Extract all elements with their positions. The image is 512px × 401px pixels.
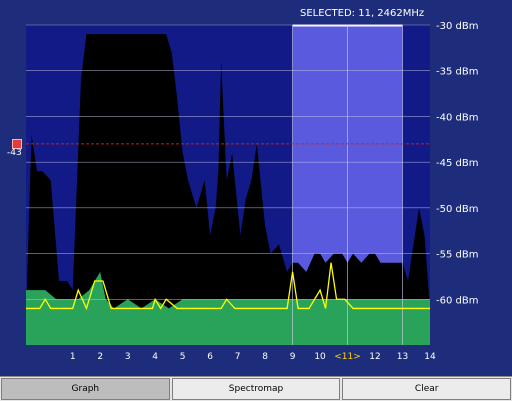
tab-graph[interactable]: Graph [1,378,170,400]
y-tick-label: -45 dBm [436,158,478,169]
view-tabs: Graph Spectromap Clear [0,376,512,401]
x-tick-label: 3 [125,352,131,362]
selected-channel-readout: SELECTED: 11, 2462MHz [300,8,425,19]
y-tick-label: -50 dBm [436,204,478,215]
x-tick-label: 9 [290,352,296,362]
x-tick-label: 5 [180,352,186,362]
y-tick-label: -35 dBm [436,67,478,78]
x-tick-label: 10 [314,352,326,362]
y-tick-label: -60 dBm [436,295,478,306]
series-peak [26,34,430,346]
x-tick-label: 14 [424,352,436,362]
x-tick-label: 6 [207,352,213,362]
x-tick-label: <11> [334,352,361,362]
threshold-label: -43 [7,148,22,158]
spectrum-chart[interactable]: -30 dBm -35 dBm -40 dBm -45 dBm -50 dBm -55 d… [0,0,512,376]
x-tick-label: 13 [397,352,408,362]
threshold-handle[interactable] [12,139,22,149]
x-tick-label: 4 [152,352,158,362]
y-tick-label: -55 dBm [436,250,478,261]
x-tick-label: 8 [262,352,268,362]
x-tick-label: 12 [369,352,380,362]
x-tick-label: 2 [97,352,103,362]
x-tick-label: 1 [70,352,76,362]
tab-spectromap[interactable]: Spectromap [171,378,341,400]
series-average [26,271,430,345]
y-tick-label: -40 dBm [436,112,478,123]
y-tick-label: -30 dBm [436,21,478,32]
x-tick-label: 7 [235,352,241,362]
series-current [26,262,430,311]
clear-button[interactable]: Clear [342,378,512,400]
